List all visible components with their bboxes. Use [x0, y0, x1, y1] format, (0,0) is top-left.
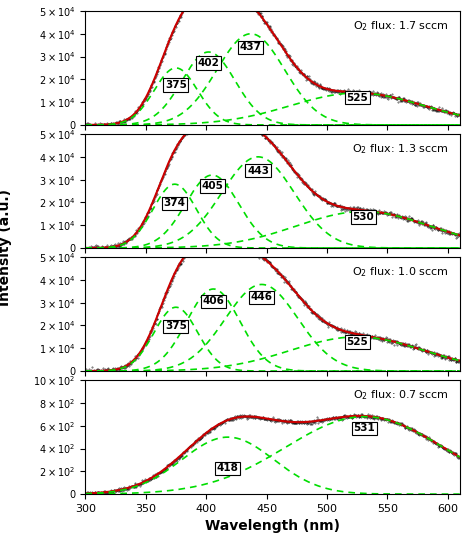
Text: Intensity (a.u.): Intensity (a.u.) [0, 188, 12, 306]
X-axis label: Wavelength (nm): Wavelength (nm) [205, 519, 340, 534]
Text: O$_2$ flux: 1.3 sccm: O$_2$ flux: 1.3 sccm [352, 142, 448, 156]
Text: 406: 406 [202, 296, 224, 306]
Text: 375: 375 [165, 80, 187, 90]
Text: 374: 374 [164, 198, 186, 208]
Text: 418: 418 [217, 463, 239, 473]
Text: 405: 405 [201, 181, 223, 191]
Text: 525: 525 [346, 93, 368, 103]
Text: 446: 446 [251, 293, 273, 302]
Text: 530: 530 [352, 212, 374, 222]
Text: 525: 525 [346, 337, 368, 347]
Text: O$_2$ flux: 1.0 sccm: O$_2$ flux: 1.0 sccm [352, 265, 448, 279]
Text: 402: 402 [198, 58, 219, 68]
Text: 375: 375 [165, 321, 187, 332]
Text: 437: 437 [240, 42, 262, 53]
Text: O$_2$ flux: 0.7 sccm: O$_2$ flux: 0.7 sccm [353, 388, 448, 402]
Text: O$_2$ flux: 1.7 sccm: O$_2$ flux: 1.7 sccm [353, 19, 448, 33]
Text: 531: 531 [354, 423, 375, 433]
Text: 443: 443 [247, 165, 269, 176]
